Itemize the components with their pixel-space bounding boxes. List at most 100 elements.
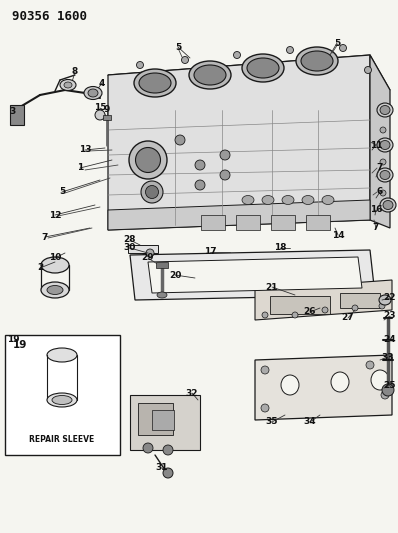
Text: REPAIR SLEEVE: REPAIR SLEEVE — [29, 435, 95, 445]
Ellipse shape — [371, 370, 389, 390]
Text: 15: 15 — [94, 103, 106, 112]
Text: 25: 25 — [384, 381, 396, 390]
Ellipse shape — [60, 79, 76, 91]
Ellipse shape — [135, 148, 160, 173]
Text: 19: 19 — [13, 340, 27, 350]
Ellipse shape — [377, 168, 393, 182]
Ellipse shape — [220, 150, 230, 160]
Text: 17: 17 — [204, 247, 216, 256]
Bar — [138, 403, 173, 435]
Text: 7: 7 — [377, 164, 383, 173]
Ellipse shape — [189, 61, 231, 89]
Ellipse shape — [134, 69, 176, 97]
Ellipse shape — [380, 141, 390, 149]
Circle shape — [287, 46, 293, 53]
Bar — [201, 215, 225, 230]
Text: 8: 8 — [72, 68, 78, 77]
Polygon shape — [148, 257, 362, 293]
Circle shape — [163, 468, 173, 478]
Ellipse shape — [281, 375, 299, 395]
Bar — [128, 245, 158, 253]
Text: 32: 32 — [186, 389, 198, 398]
Text: 5: 5 — [59, 188, 65, 197]
Ellipse shape — [47, 348, 77, 362]
Circle shape — [163, 445, 173, 455]
Polygon shape — [255, 280, 392, 320]
Ellipse shape — [41, 282, 69, 298]
Text: 31: 31 — [156, 464, 168, 472]
Polygon shape — [130, 250, 375, 300]
Ellipse shape — [380, 171, 390, 180]
Circle shape — [381, 391, 389, 399]
Circle shape — [234, 52, 240, 59]
Circle shape — [292, 312, 298, 318]
Text: 22: 22 — [384, 294, 396, 303]
Bar — [306, 215, 330, 230]
Text: 11: 11 — [370, 141, 382, 149]
Text: 1: 1 — [77, 164, 83, 173]
Text: 34: 34 — [304, 417, 316, 426]
Text: 24: 24 — [384, 335, 396, 344]
Ellipse shape — [157, 292, 167, 298]
Ellipse shape — [52, 395, 72, 405]
Ellipse shape — [139, 73, 171, 93]
Circle shape — [146, 249, 154, 257]
Circle shape — [322, 307, 328, 313]
Text: 13: 13 — [79, 146, 91, 155]
Circle shape — [339, 44, 347, 52]
Bar — [10, 105, 24, 125]
Circle shape — [379, 303, 385, 309]
Circle shape — [380, 190, 386, 196]
Ellipse shape — [129, 141, 167, 179]
Circle shape — [261, 404, 269, 412]
Text: 7: 7 — [373, 223, 379, 232]
Bar — [103, 115, 111, 120]
Text: 9: 9 — [104, 106, 110, 115]
Ellipse shape — [84, 86, 102, 100]
Ellipse shape — [242, 54, 284, 82]
Ellipse shape — [296, 47, 338, 75]
Bar — [156, 262, 168, 268]
Bar — [340, 293, 380, 308]
Bar — [130, 395, 200, 450]
Ellipse shape — [331, 372, 349, 392]
Ellipse shape — [379, 295, 391, 305]
Ellipse shape — [242, 196, 254, 205]
Text: 20: 20 — [169, 271, 181, 279]
Text: 33: 33 — [382, 352, 394, 361]
Ellipse shape — [322, 196, 334, 205]
Text: 7: 7 — [42, 232, 48, 241]
Ellipse shape — [377, 103, 393, 117]
Circle shape — [382, 384, 394, 396]
Bar — [5, 335, 120, 455]
Text: 26: 26 — [304, 308, 316, 317]
Polygon shape — [108, 55, 390, 110]
Text: 6: 6 — [377, 188, 383, 197]
Ellipse shape — [64, 82, 72, 88]
Ellipse shape — [47, 393, 77, 407]
Ellipse shape — [141, 181, 163, 203]
Text: 2: 2 — [37, 263, 43, 272]
Circle shape — [366, 361, 374, 369]
Ellipse shape — [380, 106, 390, 115]
Text: 16: 16 — [370, 206, 382, 214]
Circle shape — [380, 159, 386, 165]
Circle shape — [137, 61, 144, 69]
Ellipse shape — [41, 257, 69, 273]
Text: 14: 14 — [332, 230, 344, 239]
Text: 4: 4 — [99, 78, 105, 87]
Text: 12: 12 — [49, 211, 61, 220]
Ellipse shape — [262, 196, 274, 205]
Text: 19: 19 — [7, 335, 20, 344]
Polygon shape — [108, 55, 370, 230]
Bar — [271, 215, 295, 230]
Ellipse shape — [301, 51, 333, 71]
Text: 30: 30 — [124, 244, 136, 253]
Ellipse shape — [146, 185, 158, 198]
Ellipse shape — [220, 170, 230, 180]
Circle shape — [352, 305, 358, 311]
Ellipse shape — [47, 286, 63, 295]
Circle shape — [365, 67, 371, 74]
Text: 35: 35 — [266, 417, 278, 426]
Text: 5: 5 — [175, 43, 181, 52]
